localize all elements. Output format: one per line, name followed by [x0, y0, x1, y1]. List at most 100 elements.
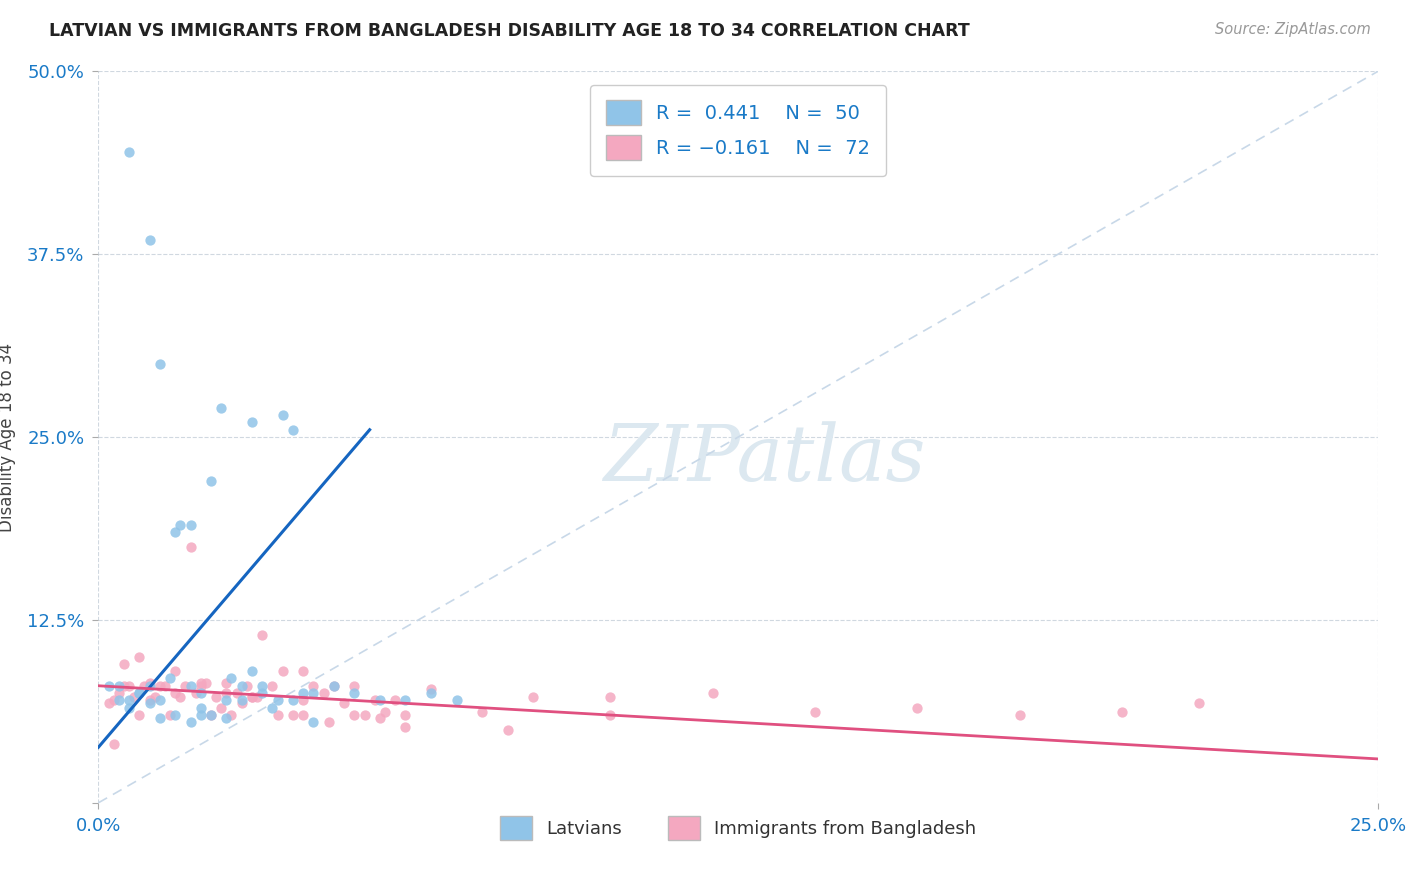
Point — [165, 686, 187, 700]
Point — [281, 708, 304, 723]
Point — [221, 708, 243, 723]
Point — [446, 693, 468, 707]
Point — [231, 679, 253, 693]
Point — [281, 423, 304, 437]
Text: ZIPatlas: ZIPatlas — [603, 421, 925, 497]
Point — [165, 708, 187, 723]
Point — [209, 401, 232, 415]
Point — [97, 696, 120, 710]
Point — [205, 690, 228, 705]
Point — [266, 708, 288, 723]
Point — [266, 693, 288, 707]
Text: LATVIAN VS IMMIGRANTS FROM BANGLADESH DISABILITY AGE 18 TO 34 CORRELATION CHART: LATVIAN VS IMMIGRANTS FROM BANGLADESH DI… — [49, 22, 970, 40]
Point — [209, 700, 232, 714]
Point — [236, 679, 259, 693]
Point — [302, 679, 325, 693]
Point — [174, 679, 197, 693]
Point — [471, 705, 494, 719]
Point — [804, 705, 827, 719]
Point — [97, 679, 120, 693]
Point — [240, 690, 263, 705]
Point — [153, 679, 176, 693]
Point — [262, 679, 284, 693]
Point — [122, 690, 145, 705]
Point — [118, 693, 141, 707]
Point — [262, 700, 284, 714]
Point — [138, 679, 160, 693]
Point — [169, 517, 191, 532]
Legend: Latvians, Immigrants from Bangladesh: Latvians, Immigrants from Bangladesh — [491, 807, 986, 848]
Point — [281, 693, 304, 707]
Point — [292, 686, 315, 700]
Point — [128, 686, 150, 700]
Point — [292, 664, 315, 678]
Point — [112, 657, 135, 671]
Point — [1008, 708, 1031, 723]
Y-axis label: Disability Age 18 to 34: Disability Age 18 to 34 — [0, 343, 15, 532]
Point — [322, 679, 344, 693]
Point — [384, 693, 406, 707]
Point — [112, 679, 135, 693]
Point — [420, 686, 443, 700]
Point — [343, 708, 366, 723]
Point — [180, 517, 202, 532]
Point — [149, 357, 172, 371]
Point — [180, 715, 202, 730]
Point — [180, 679, 202, 693]
Point — [368, 693, 391, 707]
Point — [159, 672, 181, 686]
Point — [420, 681, 443, 696]
Point — [221, 672, 243, 686]
Point — [231, 696, 253, 710]
Point — [215, 676, 238, 690]
Point — [231, 693, 253, 707]
Point — [292, 708, 315, 723]
Point — [1111, 705, 1133, 719]
Point — [190, 686, 212, 700]
Point — [599, 690, 621, 705]
Point — [250, 627, 273, 641]
Point — [138, 676, 160, 690]
Point — [246, 690, 269, 705]
Point — [240, 664, 263, 678]
Point — [103, 693, 125, 707]
Point — [149, 679, 172, 693]
Point — [200, 708, 222, 723]
Point — [394, 720, 416, 734]
Point — [1188, 696, 1211, 710]
Point — [322, 679, 344, 693]
Point — [190, 708, 212, 723]
Point — [118, 679, 141, 693]
Point — [165, 525, 187, 540]
Point — [215, 686, 238, 700]
Point — [522, 690, 544, 705]
Point — [149, 693, 172, 707]
Text: Source: ZipAtlas.com: Source: ZipAtlas.com — [1215, 22, 1371, 37]
Point — [368, 711, 391, 725]
Point — [374, 705, 396, 719]
Point — [250, 686, 273, 700]
Point — [190, 700, 212, 714]
Point — [240, 416, 263, 430]
Point — [128, 649, 150, 664]
Point — [364, 693, 387, 707]
Point — [292, 693, 315, 707]
Point — [702, 686, 724, 700]
Point — [215, 693, 238, 707]
Point — [343, 679, 366, 693]
Point — [108, 686, 131, 700]
Point — [118, 700, 141, 714]
Point — [302, 686, 325, 700]
Point — [215, 711, 238, 725]
Point — [128, 686, 150, 700]
Point — [180, 540, 202, 554]
Point — [134, 679, 156, 693]
Point — [318, 715, 340, 730]
Point — [159, 708, 181, 723]
Point — [108, 693, 131, 707]
Point — [143, 690, 166, 705]
Point — [149, 711, 172, 725]
Point — [138, 233, 160, 247]
Point — [271, 664, 294, 678]
Point — [599, 708, 621, 723]
